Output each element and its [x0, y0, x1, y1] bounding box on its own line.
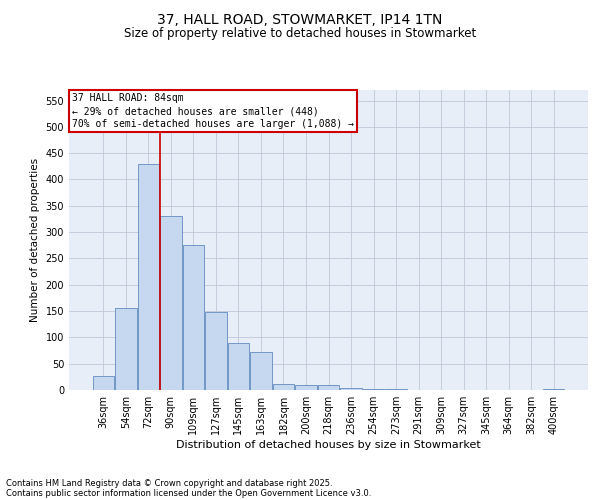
Y-axis label: Number of detached properties: Number of detached properties — [30, 158, 40, 322]
Bar — [340, 388, 362, 390]
Bar — [363, 389, 384, 390]
Bar — [228, 342, 249, 390]
Bar — [250, 352, 272, 390]
Text: Size of property relative to detached houses in Stowmarket: Size of property relative to detached ho… — [124, 28, 476, 40]
Bar — [182, 246, 204, 390]
Bar — [273, 384, 294, 390]
Text: 37 HALL ROAD: 84sqm
← 29% of detached houses are smaller (448)
70% of semi-detac: 37 HALL ROAD: 84sqm ← 29% of detached ho… — [71, 93, 353, 130]
X-axis label: Distribution of detached houses by size in Stowmarket: Distribution of detached houses by size … — [176, 440, 481, 450]
Bar — [137, 164, 159, 390]
Bar — [205, 312, 227, 390]
Bar — [160, 216, 182, 390]
Text: 37, HALL ROAD, STOWMARKET, IP14 1TN: 37, HALL ROAD, STOWMARKET, IP14 1TN — [157, 12, 443, 26]
Bar — [92, 376, 114, 390]
Text: Contains public sector information licensed under the Open Government Licence v3: Contains public sector information licen… — [6, 488, 371, 498]
Text: Contains HM Land Registry data © Crown copyright and database right 2025.: Contains HM Land Registry data © Crown c… — [6, 478, 332, 488]
Bar — [318, 384, 339, 390]
Bar — [295, 384, 317, 390]
Bar — [115, 308, 137, 390]
Bar — [543, 389, 565, 390]
